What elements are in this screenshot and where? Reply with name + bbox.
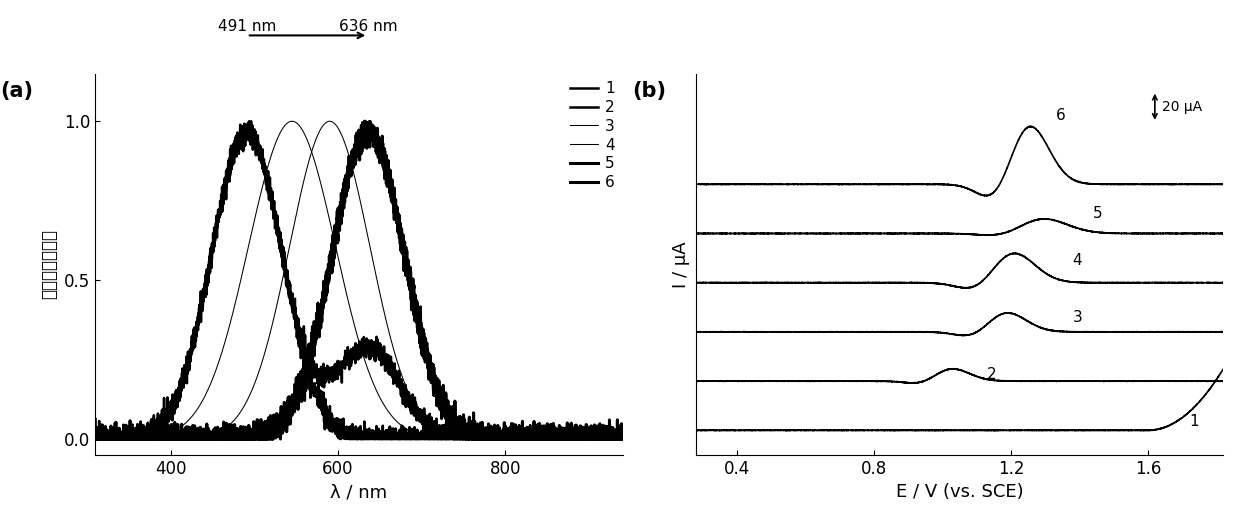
Text: 1: 1: [1189, 414, 1199, 429]
Text: 6: 6: [1055, 108, 1065, 123]
Y-axis label: 电化学发光强度: 电化学发光强度: [41, 229, 58, 299]
Text: 5: 5: [1094, 206, 1102, 221]
X-axis label: E / V (vs. SCE): E / V (vs. SCE): [895, 483, 1023, 501]
Legend: 1, 2, 3, 4, 5, 6: 1, 2, 3, 4, 5, 6: [570, 81, 615, 190]
Text: (b): (b): [632, 81, 667, 101]
Text: 2: 2: [987, 367, 997, 382]
Text: (a): (a): [0, 81, 33, 101]
X-axis label: λ / nm: λ / nm: [330, 483, 388, 501]
Text: 20 μA: 20 μA: [1162, 100, 1202, 114]
Text: 4: 4: [1073, 253, 1083, 268]
Text: 3: 3: [1073, 310, 1083, 325]
Text: 491 nm: 491 nm: [218, 19, 277, 34]
Y-axis label: I / μA: I / μA: [672, 241, 691, 287]
Text: 636 nm: 636 nm: [339, 19, 398, 34]
